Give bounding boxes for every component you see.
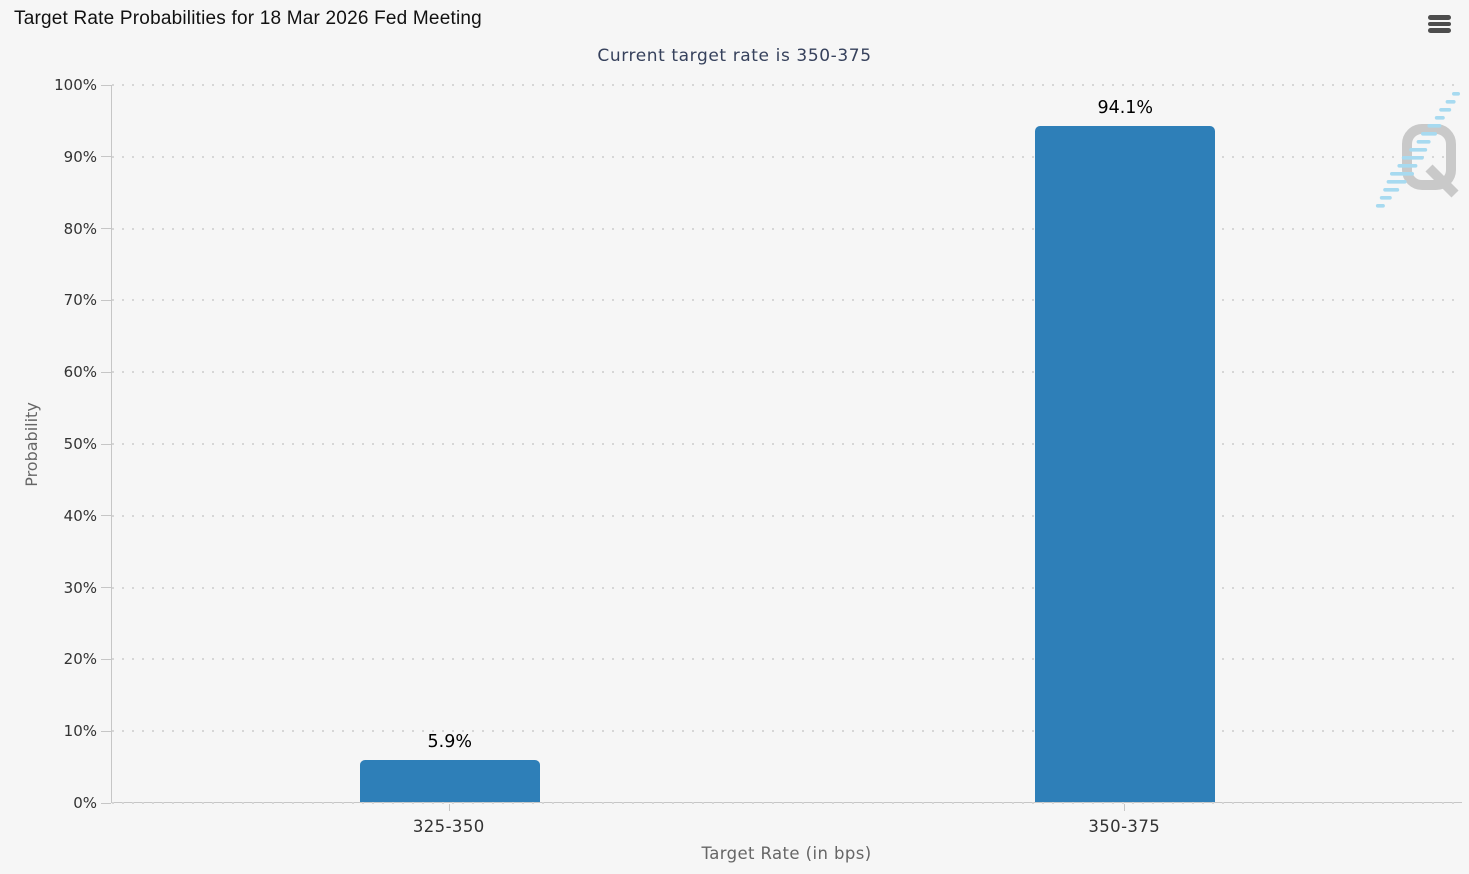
- x-axis-label-350-375: 350-375: [1088, 817, 1161, 836]
- y-axis-label-50%: 50%: [63, 435, 97, 453]
- y-tick-0%: [101, 802, 111, 804]
- x-axis: 325-350 350-375: [111, 803, 1462, 843]
- gridline-90%: [112, 155, 1462, 158]
- x-axis-label-325-350: 325-350: [412, 817, 485, 836]
- gridline-80%: [112, 227, 1462, 230]
- gridline-0%: [112, 802, 1462, 804]
- y-tick-70%: [101, 299, 111, 301]
- y-axis-title: Probability: [21, 401, 41, 487]
- gridline-20%: [112, 658, 1462, 661]
- y-tick-90%: [101, 156, 111, 158]
- y-axis-label-80%: 80%: [63, 219, 97, 238]
- bar-value-label-350-375: 94.1%: [1097, 98, 1154, 119]
- quikstrike-q-logo-watermark: [1375, 92, 1460, 208]
- x-tick-325-350: [448, 804, 450, 811]
- gridline-60%: [112, 371, 1462, 374]
- y-tick-20%: [101, 658, 111, 660]
- y-axis-label-30%: 30%: [63, 578, 97, 597]
- y-axis: 0% 10% 20% 30% 40% 50% 60% 70% 80% 90% 100%: [0, 76, 111, 812]
- gridline-10%: [112, 730, 1462, 733]
- gridline-30%: [112, 586, 1462, 589]
- plot-area: 5.9% 94.1%: [111, 84, 1462, 804]
- y-tick-40%: [101, 515, 111, 517]
- y-axis-label-20%: 20%: [63, 650, 97, 669]
- y-tick-60%: [101, 371, 111, 373]
- y-axis-label-70%: 70%: [63, 291, 97, 310]
- y-tick-100%: [101, 84, 111, 86]
- x-tick-350-375: [1124, 804, 1126, 811]
- y-axis-label-90%: 90%: [63, 147, 97, 166]
- chart-menu-button[interactable]: [1428, 13, 1454, 35]
- bar-350-375[interactable]: [1035, 126, 1216, 802]
- gridline-70%: [112, 299, 1462, 302]
- y-axis-label-40%: 40%: [63, 506, 97, 525]
- gridline-50%: [112, 443, 1462, 445]
- bar-325-350[interactable]: [359, 759, 540, 802]
- chart-subtitle: Current target rate is 350-375: [597, 46, 872, 66]
- chart-title: Target Rate Probabilities for 18 Mar 202…: [14, 8, 482, 29]
- y-axis-label-100%: 100%: [54, 76, 97, 94]
- gridline-40%: [112, 514, 1462, 517]
- gridline-100%: [112, 84, 1462, 86]
- y-axis-label-60%: 60%: [63, 363, 97, 382]
- y-tick-50%: [101, 443, 111, 445]
- y-axis-label-0%: 0%: [73, 794, 97, 812]
- y-tick-10%: [101, 730, 111, 732]
- y-axis-label-10%: 10%: [63, 722, 97, 741]
- bar-value-label-325-350: 5.9%: [427, 731, 472, 752]
- y-tick-30%: [101, 587, 111, 589]
- y-tick-80%: [101, 228, 111, 230]
- x-axis-title: Target Rate (in bps): [701, 844, 872, 863]
